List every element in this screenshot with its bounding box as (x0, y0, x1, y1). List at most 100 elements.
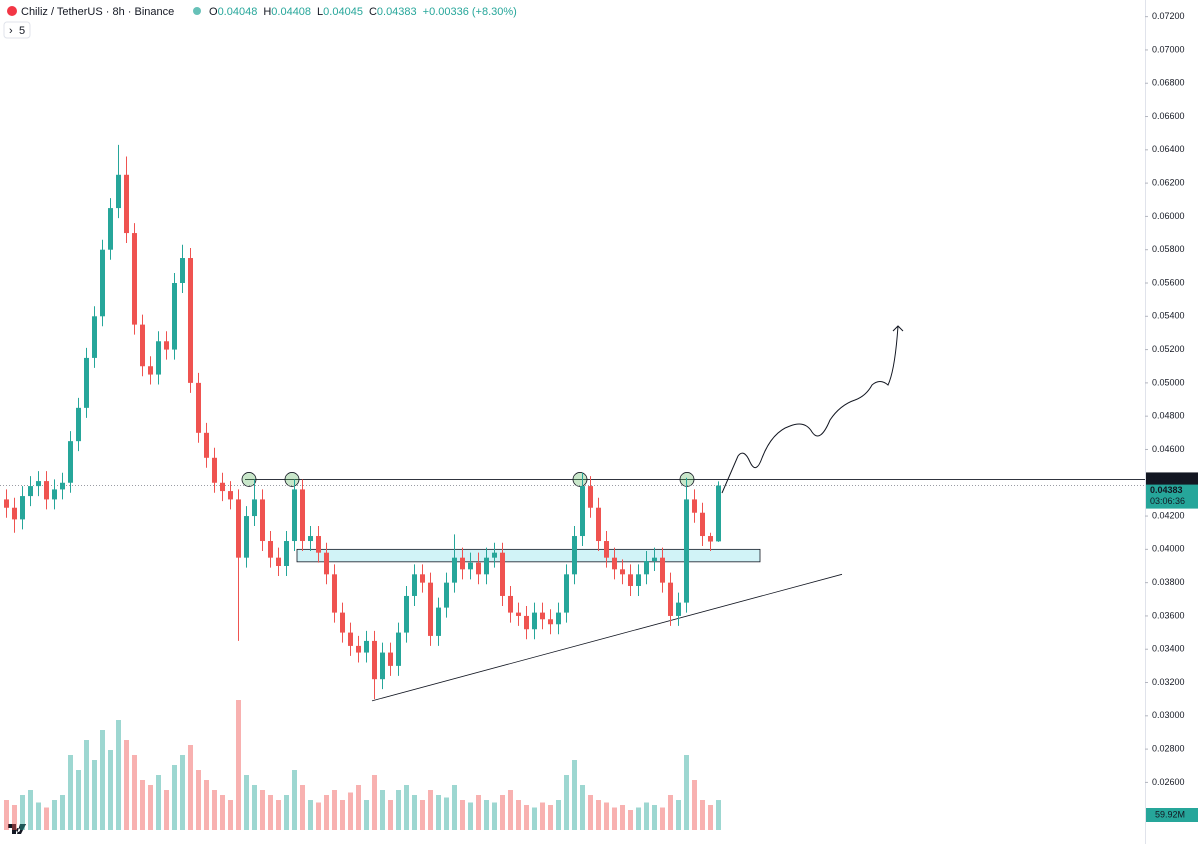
candle-body (292, 489, 297, 542)
volume-bar (636, 807, 641, 830)
volume-bar (324, 795, 329, 830)
volume-bar (116, 720, 121, 830)
candle-body (260, 499, 265, 542)
trendline (371, 573, 843, 702)
candle-body (692, 499, 697, 513)
volume-bar (596, 800, 601, 830)
ohlc-change: +0.00336 (+8.30%) (423, 6, 517, 18)
candle-body (564, 574, 569, 613)
volume-bar (708, 805, 713, 830)
volume-bar (436, 795, 441, 830)
volume-bar (236, 700, 241, 830)
volume-bar (196, 770, 201, 830)
candle-body (348, 632, 353, 646)
volume-bar (364, 800, 369, 830)
volume-bar (148, 785, 153, 830)
y-tick-label: 0.06600 (1152, 111, 1185, 121)
candle-body (364, 640, 369, 653)
volume-bar (356, 785, 361, 830)
candle-body (244, 516, 249, 558)
projection-arrow (721, 325, 904, 494)
support-zone (296, 548, 761, 563)
volume-tag-label: 59.92M (1155, 809, 1185, 819)
y-tick-label: 0.06200 (1152, 177, 1185, 187)
volume-bar (476, 795, 481, 830)
candle-body (316, 536, 321, 553)
candle-body (700, 512, 705, 537)
volume-tag (1146, 808, 1198, 822)
volume-bar (652, 805, 657, 830)
candle-body (324, 552, 329, 575)
candle-body (556, 612, 561, 625)
volume-bar (180, 755, 185, 830)
candle-body (76, 407, 81, 442)
y-tick-label: 0.06800 (1152, 78, 1185, 88)
candle-body (420, 574, 425, 583)
symbol-icon (7, 6, 17, 16)
candle-body (620, 569, 625, 575)
ohlc-value: 0.04048 (218, 6, 258, 18)
candle-body (132, 233, 137, 325)
ohlc-value: 0.04383 (377, 6, 417, 18)
volume-bar (4, 800, 9, 830)
candle-body (228, 491, 233, 500)
volume-bar (644, 802, 649, 830)
candle-body (588, 486, 593, 508)
candle-body (100, 249, 105, 317)
candle-body (196, 382, 201, 433)
volume-bar (308, 800, 313, 830)
candle-body (108, 208, 113, 250)
candle-body (188, 258, 193, 383)
touch-circle (241, 472, 257, 487)
volume-bar (348, 792, 353, 830)
ohlc-key: H (263, 6, 271, 18)
candle-body (404, 595, 409, 633)
y-tick-label: 0.04600 (1152, 444, 1185, 454)
candle-body (340, 612, 345, 633)
volume-bar (700, 800, 705, 830)
volume-bar (564, 775, 569, 830)
volume-bar (340, 800, 345, 830)
candle-body (540, 612, 545, 620)
volume-bar (100, 730, 105, 830)
candle-body (180, 258, 185, 283)
y-tick-label: 0.04200 (1152, 510, 1185, 520)
volume-bar (124, 740, 129, 830)
candle-body (276, 557, 281, 566)
y-tick-label: 0.06400 (1152, 144, 1185, 154)
ohlc-key: C (369, 6, 377, 18)
volume-bar (628, 810, 633, 830)
volume-bar (228, 800, 233, 830)
tv-logo (8, 824, 26, 834)
candle-body (300, 489, 305, 542)
indicator-chevron: › (9, 25, 13, 37)
resistance-tag-label: 0.04420 (1150, 474, 1183, 484)
candle-body (572, 536, 577, 575)
volume-bar (244, 775, 249, 830)
volume-bar (372, 775, 377, 830)
candle-body (444, 582, 449, 608)
candle-body (52, 489, 57, 500)
volume-bar (292, 770, 297, 830)
volume-bar (284, 795, 289, 830)
volume-bar (172, 765, 177, 830)
y-tick-label: 0.03000 (1152, 710, 1185, 720)
candle-body (332, 574, 337, 613)
volume-bar (300, 785, 305, 830)
ohlc-key: L (317, 6, 323, 18)
volume-bar (420, 800, 425, 830)
candle-body (684, 499, 689, 603)
volume-bar (524, 805, 529, 830)
candle-body (492, 552, 497, 558)
candle-body (580, 486, 585, 537)
touch-circle (284, 472, 300, 487)
candle-body (212, 457, 217, 483)
volume-bar (668, 795, 673, 830)
volume-bar (444, 797, 449, 830)
candle-body (396, 632, 401, 666)
candle-body (428, 582, 433, 636)
candle-body (4, 499, 9, 508)
y-tick-label: 0.05800 (1152, 244, 1185, 254)
volume-bar (52, 800, 57, 830)
